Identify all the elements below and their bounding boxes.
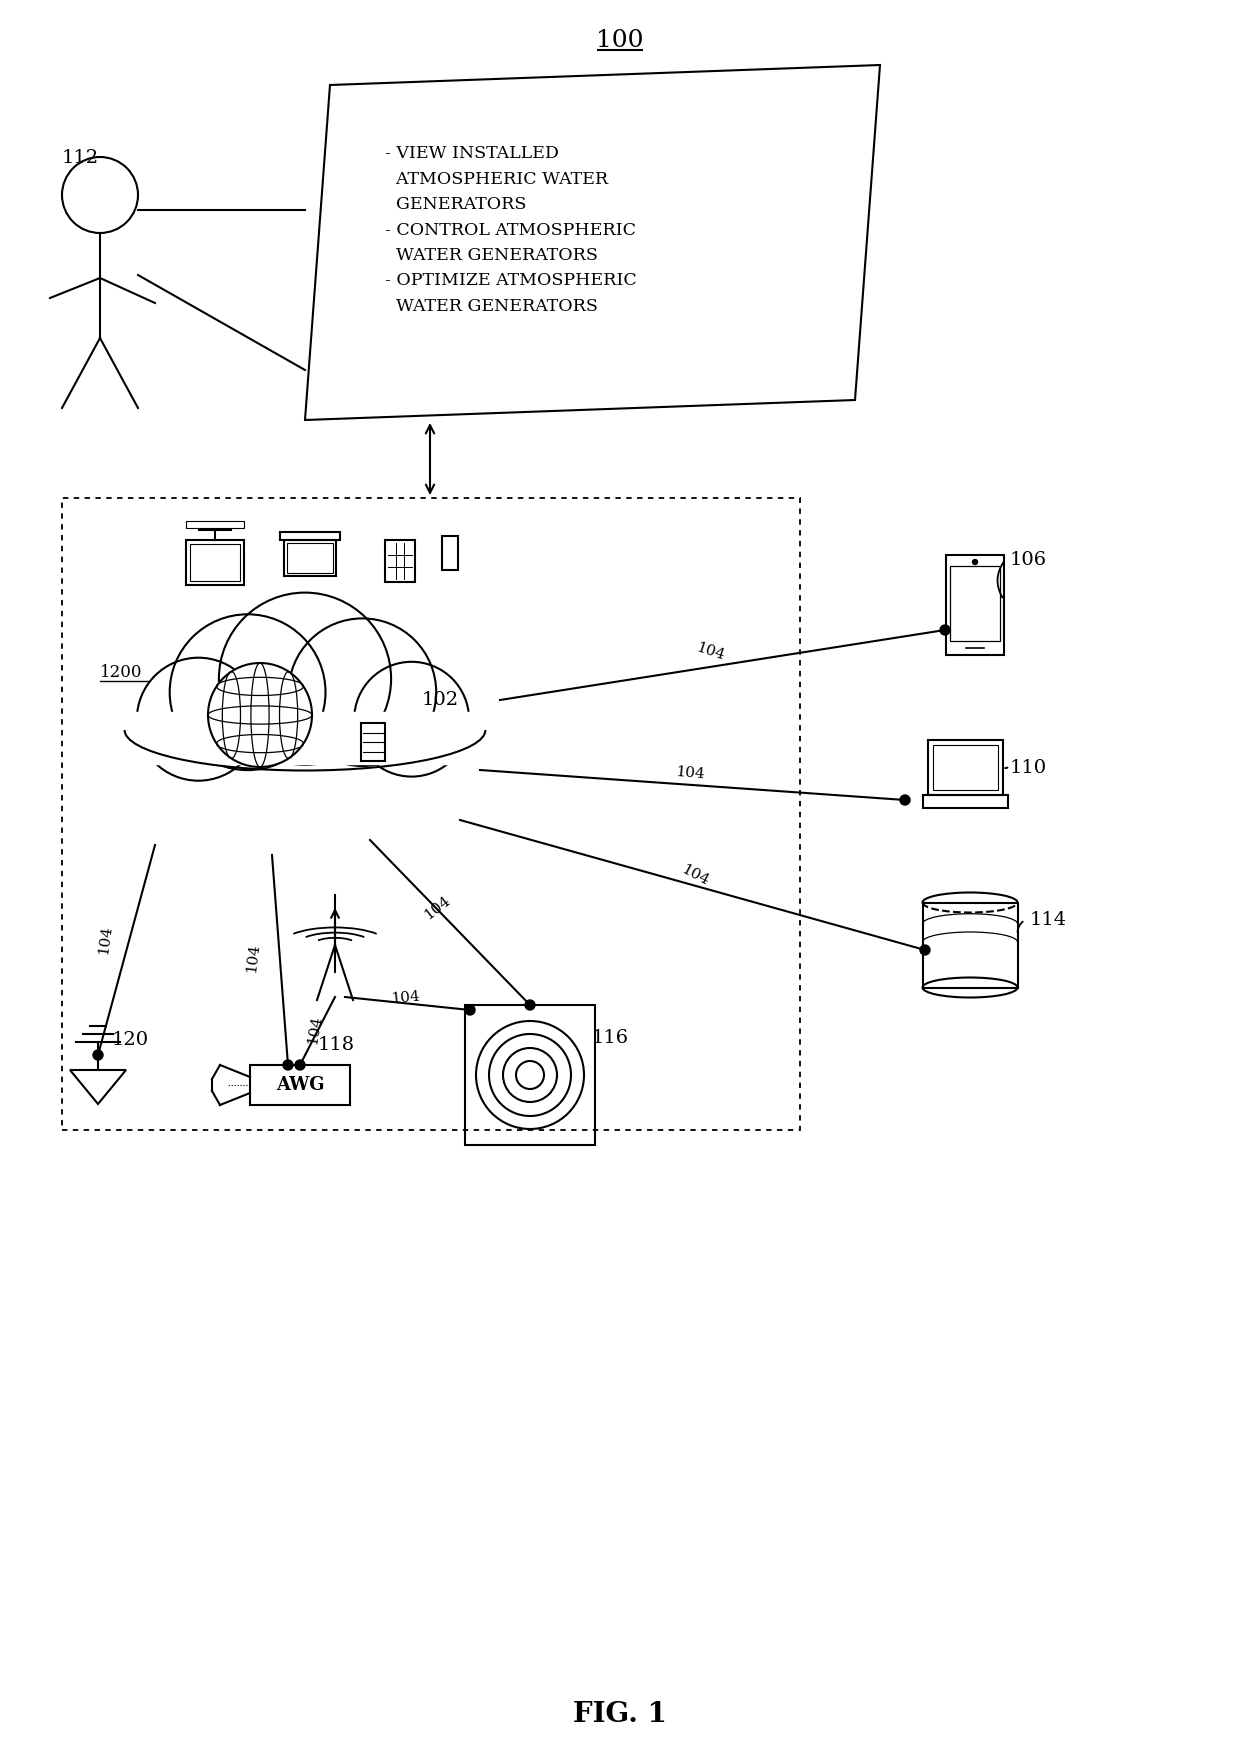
Text: 1200: 1200 [100,663,143,681]
Bar [186,521,244,528]
Text: 106: 106 [1011,551,1047,568]
Bar [932,746,997,790]
Text: FIG. 1: FIG. 1 [573,1701,667,1729]
Text: 104: 104 [678,862,712,888]
Circle shape [289,619,436,765]
FancyArrowPatch shape [1018,922,1023,932]
FancyArrowPatch shape [997,563,1003,598]
Bar [361,723,384,762]
Bar [384,540,415,582]
Bar [62,498,800,1129]
Text: 114: 114 [1030,911,1068,929]
Bar [250,1064,350,1105]
Bar [190,544,241,580]
Text: 104: 104 [95,925,114,955]
Circle shape [525,1001,534,1010]
Text: 104: 104 [694,640,727,663]
Text: 104: 104 [244,943,262,973]
Bar [923,902,1018,987]
Bar [124,712,485,763]
Bar [950,566,999,640]
Bar [361,723,384,762]
Circle shape [355,661,469,777]
Bar [465,1004,595,1145]
Text: 116: 116 [591,1029,629,1047]
Text: 102: 102 [422,691,459,709]
Bar [280,531,340,540]
Circle shape [295,1061,305,1069]
Bar [946,556,1004,654]
Bar [286,544,334,573]
Circle shape [900,795,910,806]
Circle shape [208,663,312,767]
Text: 104: 104 [305,1015,325,1045]
Text: 120: 120 [112,1031,149,1048]
Circle shape [940,624,950,635]
Circle shape [170,614,325,770]
Circle shape [136,658,260,781]
Text: AWG: AWG [275,1077,324,1094]
Text: 110: 110 [1011,758,1047,777]
Bar [186,540,244,586]
Circle shape [920,945,930,955]
Text: 112: 112 [62,150,99,167]
Circle shape [219,593,391,765]
Text: 118: 118 [317,1036,355,1054]
Bar [441,536,458,570]
Text: - VIEW INSTALLED
  ATMOSPHERIC WATER
  GENERATORS
- CONTROL ATMOSPHERIC
  WATER : - VIEW INSTALLED ATMOSPHERIC WATER GENER… [384,146,637,315]
Bar [284,540,336,575]
Text: 104: 104 [389,990,420,1006]
Text: 104: 104 [422,894,453,922]
Circle shape [93,1050,103,1061]
Circle shape [283,1061,293,1069]
Bar [923,795,1007,807]
Text: 104: 104 [675,765,706,781]
Circle shape [465,1004,475,1015]
Bar [928,741,1002,795]
Circle shape [972,559,977,565]
Text: 100: 100 [596,28,644,51]
